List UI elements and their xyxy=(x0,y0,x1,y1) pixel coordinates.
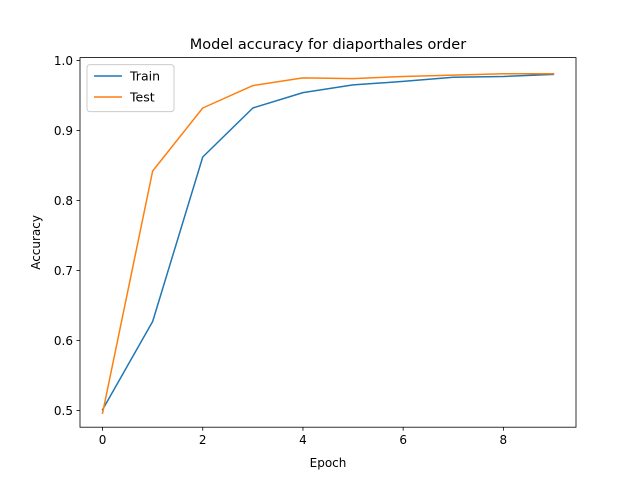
x-tick-label: 0 xyxy=(99,433,107,447)
x-tick-label: 8 xyxy=(500,433,508,447)
y-axis-label: Accuracy xyxy=(29,215,43,270)
legend-label-test: Test xyxy=(129,90,155,105)
legend-label-train: Train xyxy=(129,69,160,84)
series-line-train xyxy=(101,73,555,411)
y-tick-label: 0.8 xyxy=(54,194,73,208)
legend: Train Test xyxy=(86,64,175,113)
x-tick-label: 4 xyxy=(299,433,307,447)
x-tick-label: 2 xyxy=(199,433,207,447)
y-tick-label: 0.7 xyxy=(54,264,73,278)
y-tick-label: 1.0 xyxy=(54,54,73,68)
x-tick-label: 6 xyxy=(399,433,407,447)
series-line-test xyxy=(101,72,555,415)
x-axis-label: Epoch xyxy=(310,456,347,470)
y-tick-label: 0.9 xyxy=(54,124,73,138)
series-lines xyxy=(101,72,555,415)
chart-title: Model accuracy for diaporthales order xyxy=(190,37,466,53)
axis-ticks: 0 2 4 6 8 0.5 0.6 0.7 0.8 0.9 1.0 xyxy=(54,54,507,447)
y-tick-label: 0.5 xyxy=(54,404,73,418)
y-tick-label: 0.6 xyxy=(54,334,73,348)
plot-area-frame xyxy=(79,57,577,428)
